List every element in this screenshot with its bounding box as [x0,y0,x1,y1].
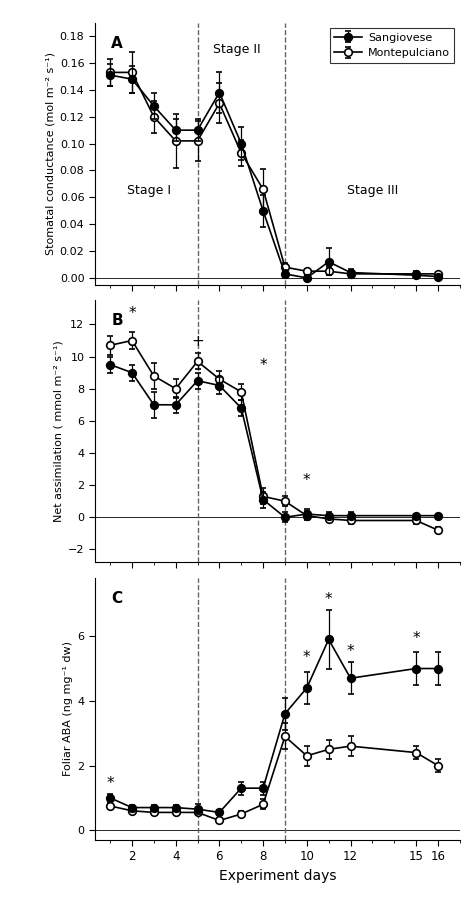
Text: Stage II: Stage II [213,43,261,56]
Text: Stage III: Stage III [347,184,398,197]
Y-axis label: Foliar ABA (ng mg⁻¹ dw): Foliar ABA (ng mg⁻¹ dw) [63,641,73,776]
Text: *: * [303,650,310,666]
Text: *: * [106,775,114,791]
Text: *: * [259,358,267,372]
Text: B: B [111,313,123,329]
Legend: Sangiovese, Montepulciano: Sangiovese, Montepulciano [330,28,454,63]
Text: Stage I: Stage I [128,184,172,197]
Y-axis label: Net assimilation ( mmol m⁻² s⁻¹): Net assimilation ( mmol m⁻² s⁻¹) [54,340,64,522]
Text: *: * [303,473,310,489]
Text: C: C [111,591,122,606]
Y-axis label: Stomatal conductance (mol m⁻² s⁻¹): Stomatal conductance (mol m⁻² s⁻¹) [46,52,55,255]
Text: +: + [191,333,204,349]
Text: *: * [325,592,332,607]
Text: *: * [412,631,420,646]
Text: A: A [111,35,123,51]
Text: *: * [346,644,355,659]
X-axis label: Experiment days: Experiment days [219,869,336,883]
Text: *: * [128,306,136,321]
